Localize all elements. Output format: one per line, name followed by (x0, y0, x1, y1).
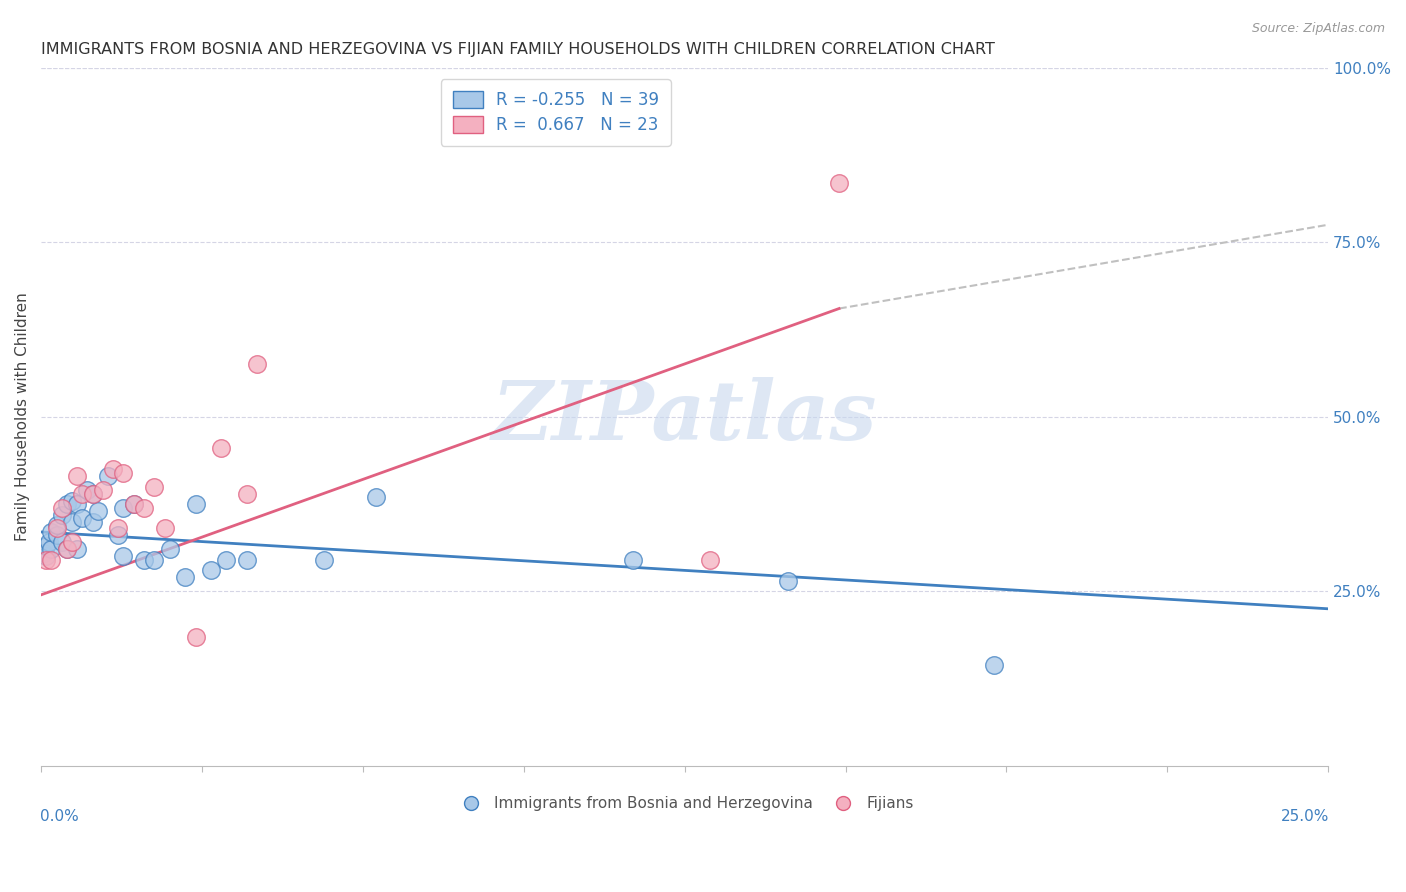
Point (364, 490, 387, 504)
Point (112, 500, 135, 515)
Point (132, 553, 155, 567)
Point (103, 462, 125, 476)
Point (51, 500, 73, 515)
Point (45, 521, 67, 535)
Point (41, 524, 63, 539)
Point (60, 535, 83, 549)
Point (107, 528, 129, 542)
Y-axis label: Family Households with Children: Family Households with Children (15, 293, 30, 541)
Point (41, 553, 63, 567)
Point (60, 515, 83, 529)
Point (122, 497, 145, 511)
Point (200, 563, 222, 577)
Point (35, 549, 58, 564)
Point (184, 630, 207, 644)
Point (41, 542, 63, 557)
Point (82, 486, 104, 500)
Point (66, 497, 89, 511)
Point (983, 657, 1005, 672)
Point (143, 553, 166, 567)
Point (35, 539, 58, 553)
Point (621, 553, 644, 567)
Point (828, 176, 851, 190)
Text: 25.0%: 25.0% (1281, 809, 1330, 824)
Point (82, 486, 104, 500)
Point (112, 466, 135, 480)
Point (246, 358, 269, 372)
Point (56, 497, 79, 511)
Text: Source: ZipAtlas.com: Source: ZipAtlas.com (1251, 22, 1385, 36)
Point (143, 480, 166, 494)
Point (56, 542, 79, 557)
Point (107, 521, 129, 535)
Point (45, 518, 67, 533)
Text: IMMIGRANTS FROM BOSNIA AND HERZEGOVINA VS FIJIAN FAMILY HOUSEHOLDS WITH CHILDREN: IMMIGRANTS FROM BOSNIA AND HERZEGOVINA V… (41, 42, 995, 57)
Point (236, 553, 259, 567)
Point (45, 528, 67, 542)
Point (72, 486, 94, 500)
Point (236, 486, 259, 500)
Point (76, 483, 98, 497)
Point (66, 542, 89, 557)
Point (35, 553, 58, 567)
Point (776, 574, 799, 588)
Point (91, 483, 114, 497)
Text: 0.0%: 0.0% (39, 809, 79, 824)
Point (32, 546, 55, 560)
Point (215, 553, 238, 567)
Point (51, 535, 73, 549)
Point (209, 441, 232, 455)
Legend: Immigrants from Bosnia and Herzegovina, Fijians: Immigrants from Bosnia and Herzegovina, … (450, 790, 920, 818)
Text: ZIPatlas: ZIPatlas (492, 376, 877, 457)
Point (66, 469, 89, 483)
Point (153, 521, 176, 535)
Point (56, 542, 79, 557)
Point (60, 493, 83, 508)
Point (72, 511, 94, 525)
Point (97, 469, 120, 483)
Point (132, 500, 155, 515)
Point (699, 553, 721, 567)
Point (82, 515, 104, 529)
Point (184, 497, 207, 511)
Point (38, 535, 60, 549)
Point (159, 542, 181, 557)
Point (314, 553, 336, 567)
Point (51, 508, 73, 522)
Point (174, 570, 197, 584)
Point (112, 549, 135, 564)
Point (122, 497, 145, 511)
Point (87, 504, 110, 518)
